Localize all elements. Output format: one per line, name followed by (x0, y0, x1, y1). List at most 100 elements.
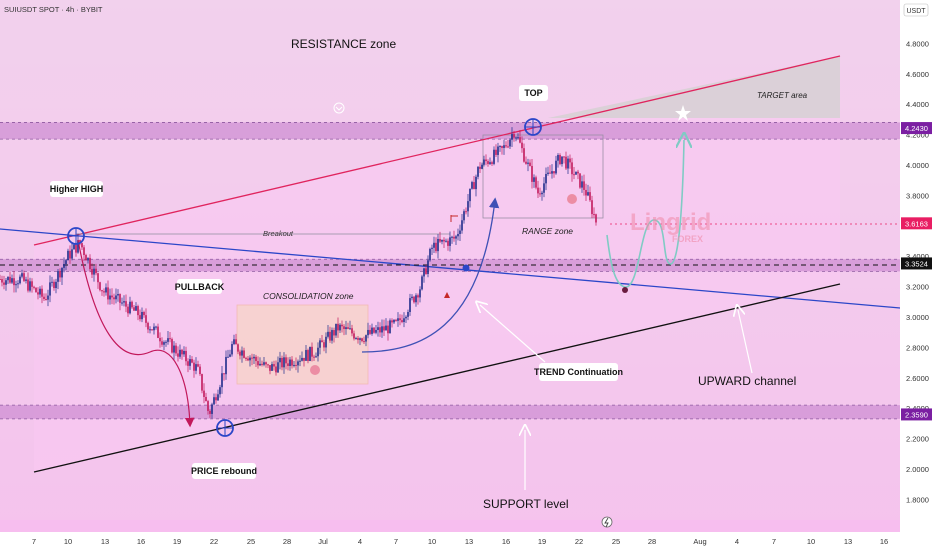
svg-text:PRICE rebound: PRICE rebound (191, 466, 257, 476)
candle-body (127, 306, 129, 314)
candle-body (23, 273, 25, 281)
candle-body (325, 336, 327, 348)
price-tick-label: 3.4000 (906, 252, 929, 261)
candle-body (165, 341, 167, 343)
candle-body (595, 214, 597, 223)
candle-body (95, 268, 97, 274)
candle-body (359, 338, 361, 340)
candle-body (15, 284, 17, 286)
candle-body (247, 358, 249, 361)
price-label-bg (901, 408, 932, 421)
time-tick-label: 13 (844, 537, 852, 546)
watermark-name: Lingrid (630, 209, 711, 236)
candle-body (55, 281, 57, 289)
price-label-text: 3.6163 (905, 219, 928, 228)
candle-body (249, 357, 251, 361)
candle-body (453, 236, 455, 239)
candle-body (455, 236, 457, 239)
candle-body (273, 364, 275, 367)
price-label-bg (901, 257, 932, 270)
candle-body (201, 374, 203, 391)
candle-body (391, 320, 393, 323)
candle-body (205, 396, 207, 402)
candle-body (451, 236, 453, 238)
candle-body (223, 373, 225, 375)
candle-body (589, 192, 591, 201)
candle-body (507, 146, 509, 148)
candle-body (419, 289, 421, 298)
consolidation-zone-label: CONSOLIDATION zone (263, 291, 354, 301)
candle-body (169, 338, 171, 340)
candle-body (149, 329, 151, 331)
svg-text:PULLBACK: PULLBACK (175, 282, 225, 292)
candle-body (215, 397, 217, 401)
candle-body (557, 154, 559, 161)
candle-body (141, 312, 143, 320)
candle-body (299, 360, 301, 362)
candle-body (261, 363, 263, 365)
candle-body (235, 339, 237, 345)
candle-body (175, 345, 177, 354)
candle-body (347, 327, 349, 329)
candle-body (431, 247, 433, 249)
projection-low-dot (622, 287, 628, 293)
time-ticks: 7 10 13 16 19 22 25 28 Jul 4 7 10 13 16 19 22 25 28 Aug 4 7 1… (32, 537, 888, 546)
candle-body (323, 342, 325, 348)
candle-body (115, 295, 117, 300)
candle-body (577, 171, 579, 174)
candle-body (213, 397, 215, 405)
rebound-marker (216, 419, 234, 437)
candle-body (5, 280, 7, 285)
candle-body (63, 264, 65, 268)
candles (0, 127, 597, 419)
candle-body (529, 162, 531, 166)
higher-high-callout: Higher HIGH (50, 181, 103, 197)
time-tick-label: Aug (693, 537, 706, 546)
candle-body (549, 172, 551, 174)
candle-body (313, 356, 315, 358)
candle-body (491, 162, 493, 164)
candle-body (35, 287, 37, 293)
candle-body (495, 149, 497, 155)
pullback-callout: PULLBACK (175, 279, 225, 294)
zone-band-0 (0, 122, 900, 140)
candle-body (37, 292, 39, 295)
price-tick-label: 3.2000 (906, 283, 929, 292)
candle-body (355, 338, 357, 340)
candle-body (537, 187, 539, 194)
price-tick-label: 4.8000 (906, 39, 929, 48)
candle-body (393, 319, 395, 323)
candle-body (159, 337, 161, 342)
currency-badge: USDT (903, 3, 929, 17)
time-tick-label: 28 (648, 537, 656, 546)
price-tick-label: 4.4000 (906, 100, 929, 109)
candle-body (153, 326, 155, 331)
candle-body (43, 296, 45, 300)
time-tick-label: 22 (575, 537, 583, 546)
candle-body (161, 341, 163, 345)
candle-body (505, 145, 507, 147)
target-star-icon (675, 105, 691, 121)
candle-body (0, 279, 1, 280)
candle-body (373, 327, 375, 333)
candle-body (345, 327, 347, 330)
candle-body (479, 166, 481, 169)
price-tick-label: 3.0000 (906, 313, 929, 322)
candle-body (509, 139, 511, 147)
consolidation-box (236, 304, 369, 385)
candle-body (111, 295, 113, 298)
candle-body (91, 269, 93, 275)
candle-body (321, 340, 323, 343)
candle-body (31, 281, 33, 287)
time-tick-label: 7 (32, 537, 36, 546)
candle-body (39, 288, 41, 295)
candle-body (407, 312, 409, 317)
candle-body (575, 171, 577, 175)
candle-body (137, 306, 139, 316)
candle-body (371, 327, 373, 334)
candle-body (547, 172, 549, 174)
candle-body (489, 162, 491, 164)
candle-body (357, 338, 359, 340)
